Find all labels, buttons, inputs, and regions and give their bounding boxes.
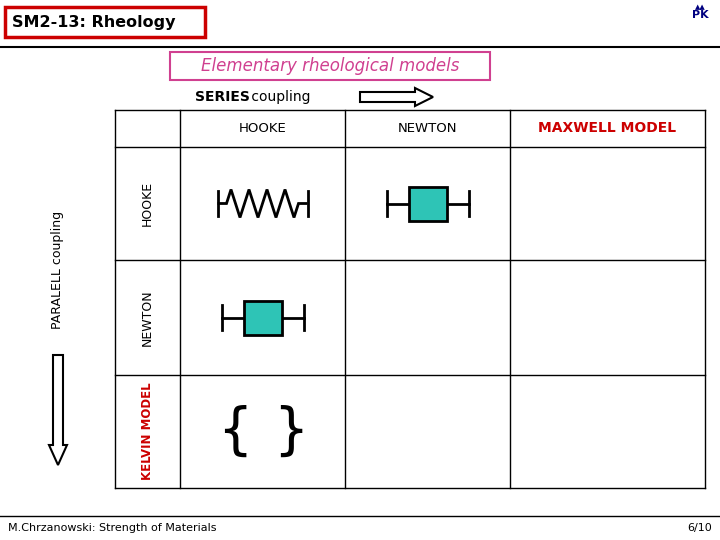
- Text: HOOKE: HOOKE: [238, 122, 287, 135]
- Text: {: {: [217, 404, 252, 458]
- Text: NEWTON: NEWTON: [141, 289, 154, 346]
- Text: SERIES: SERIES: [195, 90, 250, 104]
- Text: 6/10: 6/10: [688, 523, 712, 533]
- Bar: [408, 186, 446, 220]
- Text: NEWTON: NEWTON: [397, 122, 457, 135]
- FancyArrow shape: [360, 88, 433, 106]
- FancyBboxPatch shape: [5, 7, 205, 37]
- Text: KELVIN MODEL: KELVIN MODEL: [141, 383, 154, 480]
- Text: HOOKE: HOOKE: [141, 181, 154, 226]
- FancyArrow shape: [49, 355, 67, 465]
- Bar: [243, 300, 282, 334]
- Text: Elementary rheological models: Elementary rheological models: [201, 57, 459, 75]
- Text: MAXWELL MODEL: MAXWELL MODEL: [539, 122, 677, 136]
- FancyBboxPatch shape: [170, 52, 490, 80]
- Text: M.Chrzanowski: Strength of Materials: M.Chrzanowski: Strength of Materials: [8, 523, 217, 533]
- Text: SM2-13: Rheology: SM2-13: Rheology: [12, 15, 176, 30]
- Text: }: }: [273, 404, 308, 458]
- Text: coupling: coupling: [247, 90, 310, 104]
- Text: PK: PK: [692, 10, 708, 20]
- Text: PARALELL coupling: PARALELL coupling: [52, 211, 65, 329]
- Text: ▲▲: ▲▲: [695, 4, 706, 10]
